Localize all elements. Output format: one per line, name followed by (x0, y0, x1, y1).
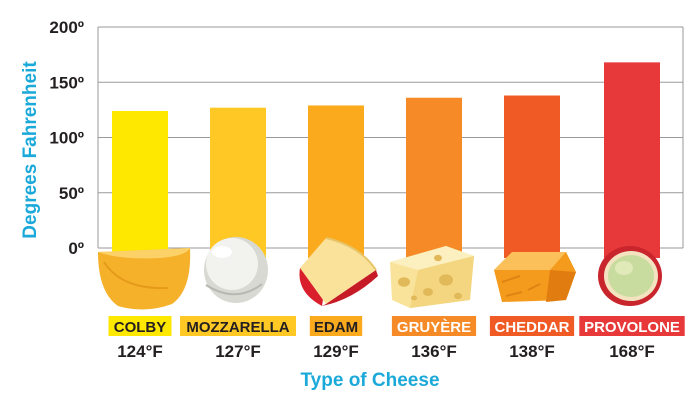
bar-mozzarella (210, 107, 266, 258)
value-label: 138°F (509, 342, 555, 361)
y-tick-labels: 0º 50º 100º 150º 200º (49, 18, 84, 258)
y-axis-title: Degrees Fahrenheit (20, 61, 41, 239)
bar-edam (308, 105, 364, 258)
bar-provolone (604, 62, 660, 258)
value-label: 136°F (411, 342, 457, 361)
category-label: EDAM (314, 319, 358, 336)
y-tick-label: 200º (49, 18, 84, 37)
value-label: 124°F (117, 342, 163, 361)
category-label: MOZZARELLA (186, 319, 289, 336)
value-label: 168°F (609, 342, 655, 361)
bars (112, 62, 660, 258)
category-label-bg (108, 316, 172, 336)
category-label: COLBY (114, 319, 167, 336)
value-label: 127°F (215, 342, 261, 361)
category-label-bg (180, 316, 296, 336)
category-label-bg (489, 316, 575, 336)
bar-gruyère (406, 97, 462, 258)
bar-colby (112, 110, 168, 258)
gridlines (97, 26, 684, 249)
cheese-icons (98, 237, 662, 310)
category-label: PROVOLONE (584, 319, 680, 336)
edam-wedge-icon (299, 237, 378, 306)
colby-wheel-icon (98, 248, 191, 310)
category-label-bg (391, 316, 477, 336)
category-label-bg (309, 316, 363, 336)
provolone-slice-icon (598, 246, 662, 306)
bar-cheddar (504, 95, 560, 258)
value-label: 129°F (313, 342, 359, 361)
y-tick-label: 100º (49, 129, 84, 148)
cheddar-chunk-icon (494, 252, 576, 302)
y-tick-label: 0º (68, 239, 84, 258)
gruyere-wedge-icon (390, 246, 474, 308)
category-labels: COLBY 124°F MOZZARELLA 127°F EDAM 129°F GRUYÈR… (108, 316, 685, 361)
category-label: CHEDDAR (495, 319, 570, 336)
category-label-bg (579, 316, 685, 336)
y-tick-label: 50º (59, 184, 84, 203)
mozzarella-ball-icon (204, 237, 268, 303)
y-tick-label: 150º (49, 73, 84, 92)
category-label: GRUYÈRE (397, 319, 471, 336)
x-axis-title: Type of Cheese (300, 370, 439, 391)
